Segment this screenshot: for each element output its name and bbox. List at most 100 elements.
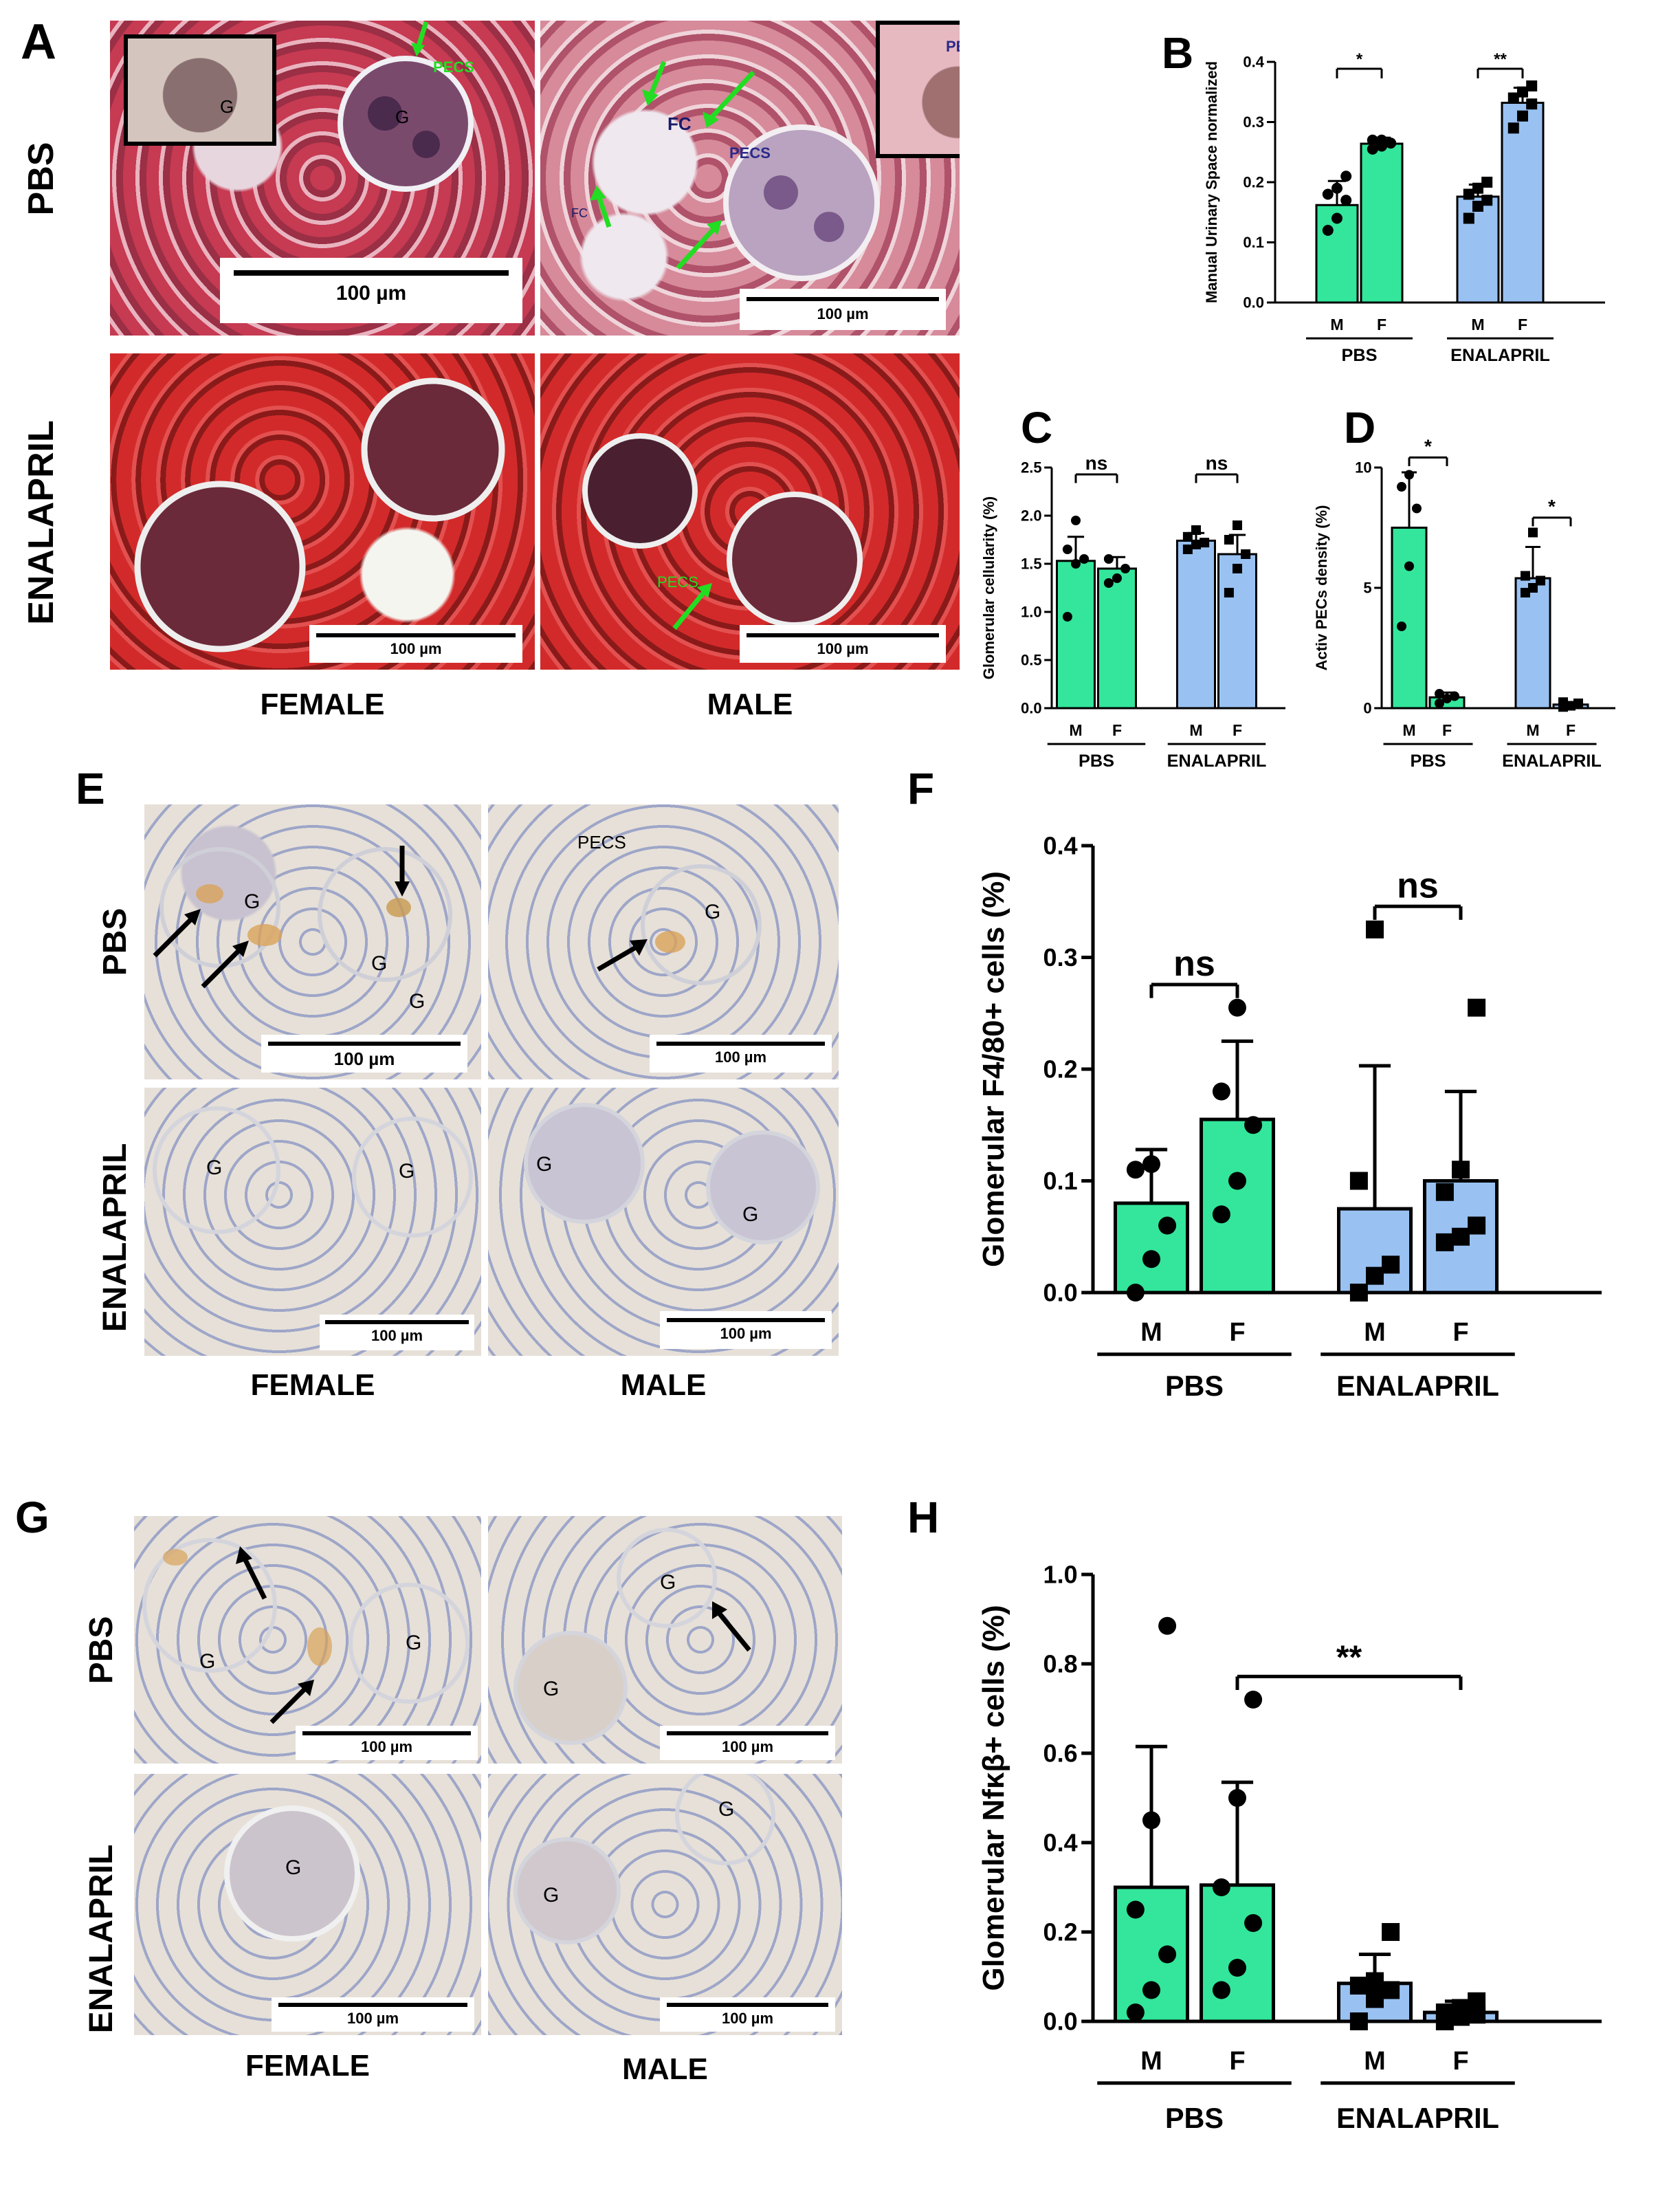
- y-tick-label: 0.1: [1243, 234, 1264, 251]
- data-point: [1191, 540, 1201, 549]
- bar: [1456, 195, 1500, 304]
- micrograph-e-enalapril-male: G G 100 µm: [488, 1088, 839, 1356]
- x-tick-label: F: [1112, 721, 1122, 739]
- data-point: [1404, 470, 1414, 480]
- data-point: [1367, 134, 1378, 146]
- data-point: [1382, 1255, 1400, 1274]
- annotation-pecs: PECS: [577, 832, 626, 853]
- bar: [1056, 560, 1096, 710]
- scale-bar-box: 100 µm: [220, 258, 522, 323]
- scale-bar-box: 100 µm: [309, 625, 522, 663]
- x-tick-label: M: [1364, 1318, 1386, 1347]
- y-tick-label: 0.2: [1043, 1918, 1078, 1946]
- scale-bar-label: 100 µm: [714, 1048, 767, 1066]
- significance-label: ns: [1173, 944, 1215, 984]
- x-tick-label: F: [1229, 1318, 1245, 1347]
- micrograph-a-pbs-male: PECS FC FC PECS 100 µm: [540, 21, 960, 336]
- data-point: [1397, 622, 1406, 631]
- data-point: [1450, 691, 1459, 701]
- panel-label-d: D: [1344, 403, 1376, 452]
- scale-bar-box: 100 µm: [740, 289, 946, 330]
- x-tick-label: F: [1452, 2047, 1468, 2076]
- annotation-g: G: [206, 1156, 223, 1179]
- annotation-g: G: [705, 901, 721, 923]
- data-point: [1349, 1977, 1368, 1995]
- data-point: [1142, 1811, 1160, 1830]
- green-arrow-icon: [672, 583, 712, 630]
- panel-label-f: F: [907, 764, 935, 813]
- scale-bar-label: 100 µm: [346, 2010, 399, 2027]
- data-point: [1228, 1172, 1246, 1190]
- y-tick-label: 5: [1363, 580, 1371, 597]
- micrograph-a-enalapril-female: 100 µm: [110, 353, 535, 670]
- annotation-pecs: PECS: [433, 58, 474, 76]
- panel-label-b: B: [1162, 28, 1194, 78]
- data-point: [1212, 1878, 1230, 1896]
- data-point: [1481, 195, 1493, 206]
- data-point: [1536, 575, 1545, 586]
- y-tick-label: 0.3: [1243, 113, 1264, 131]
- x-tick-label: F: [1566, 721, 1576, 739]
- data-point: [1349, 2012, 1368, 2030]
- micrograph-a-enalapril-male: PECS 100 µm: [540, 353, 960, 670]
- scale-bar-label: 100 µm: [817, 305, 869, 322]
- data-point: [1349, 1172, 1368, 1190]
- data-point: [1366, 1990, 1384, 2008]
- bar: [1176, 539, 1216, 710]
- chart-b: 0.0 0.1 0.2 0.3 0.4 Manual Urinary Space norm…: [1203, 50, 1605, 365]
- x-tick-label: F: [1229, 2047, 1245, 2076]
- data-point: [1158, 1616, 1177, 1635]
- x-tick-label: F: [1442, 721, 1452, 739]
- panel-e-col-label-female: FEMALE: [250, 1368, 375, 1402]
- annotation-g-2: G: [742, 1203, 759, 1226]
- bar: [1200, 1117, 1275, 1295]
- data-point: [1071, 559, 1081, 569]
- annotation-g: G: [220, 96, 234, 117]
- group-label: PBS: [1165, 1370, 1224, 1402]
- scale-bar-box: 100 µm: [261, 1035, 467, 1073]
- data-point: [1103, 554, 1114, 564]
- data-point: [1079, 554, 1090, 564]
- data-point: [1435, 2003, 1454, 2021]
- data-point: [1452, 1227, 1470, 1246]
- data-point: [1521, 588, 1530, 597]
- bar: [1391, 527, 1428, 710]
- black-arrow-icon: [597, 939, 648, 972]
- data-point: [1442, 694, 1452, 703]
- data-point: [1382, 1923, 1400, 1941]
- y-axis-label: Activ PECs density (%): [1313, 505, 1330, 671]
- data-point: [1573, 699, 1583, 708]
- scale-bar-label: 100 µm: [360, 1738, 413, 1755]
- y-tick-label: 1.0: [1021, 604, 1042, 621]
- scale-bar-box: 100 µm: [660, 1997, 835, 2032]
- data-point: [1182, 531, 1193, 542]
- black-arrow-icon: [712, 1601, 751, 1652]
- panel-label-c: C: [1021, 403, 1053, 452]
- micrograph-g-pbs-male: G G 100 µm: [488, 1516, 842, 1764]
- panel-e-row-label-pbs: PBS: [97, 908, 133, 976]
- annotation-fc-2: FC: [571, 206, 588, 220]
- y-tick-label: 0.4: [1243, 54, 1264, 71]
- data-point: [1112, 573, 1122, 583]
- panel-a-row-label-enalapril: ENALAPRIL: [21, 420, 61, 625]
- data-point: [1212, 1205, 1230, 1224]
- scale-bar-label: 100 µm: [721, 1738, 774, 1755]
- panel-g-row-label-enalapril: ENALAPRIL: [83, 1844, 120, 2034]
- y-tick-label: 0.0: [1043, 2008, 1078, 2036]
- annotation-g-2: G: [543, 1678, 560, 1700]
- x-tick-label: M: [1140, 2047, 1162, 2076]
- y-axis-label: Glomerular Nfκβ+ cells (%): [977, 1605, 1010, 1990]
- x-tick-label: M: [1330, 316, 1343, 333]
- annotation-g: G: [199, 1650, 216, 1673]
- green-arrow-icon: [411, 21, 429, 56]
- data-point: [1367, 143, 1378, 155]
- micrograph-e-pbs-female: G G G 100 µm: [144, 804, 481, 1079]
- significance-label: ns: [1085, 452, 1108, 474]
- x-tick-label: M: [1526, 721, 1539, 739]
- panel-a-col-label-female: FEMALE: [260, 688, 385, 721]
- scale-bar-box: 100 µm: [320, 1315, 474, 1350]
- x-tick-label: M: [1189, 721, 1202, 739]
- data-point: [1062, 545, 1072, 554]
- annotation-g-2: G: [371, 952, 388, 975]
- panel-g-col-label-female: FEMALE: [245, 2049, 370, 2083]
